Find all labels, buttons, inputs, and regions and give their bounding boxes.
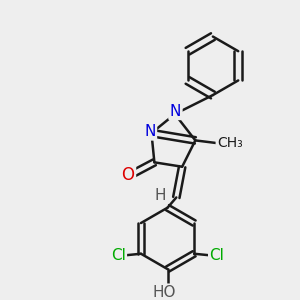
Text: Cl: Cl	[111, 248, 126, 263]
Text: N: N	[144, 124, 156, 139]
Text: Cl: Cl	[209, 248, 224, 263]
Text: HO: HO	[153, 285, 176, 300]
Text: CH₃: CH₃	[217, 136, 243, 150]
Text: N: N	[170, 104, 181, 119]
Text: H: H	[154, 188, 166, 203]
Text: O: O	[122, 167, 135, 184]
